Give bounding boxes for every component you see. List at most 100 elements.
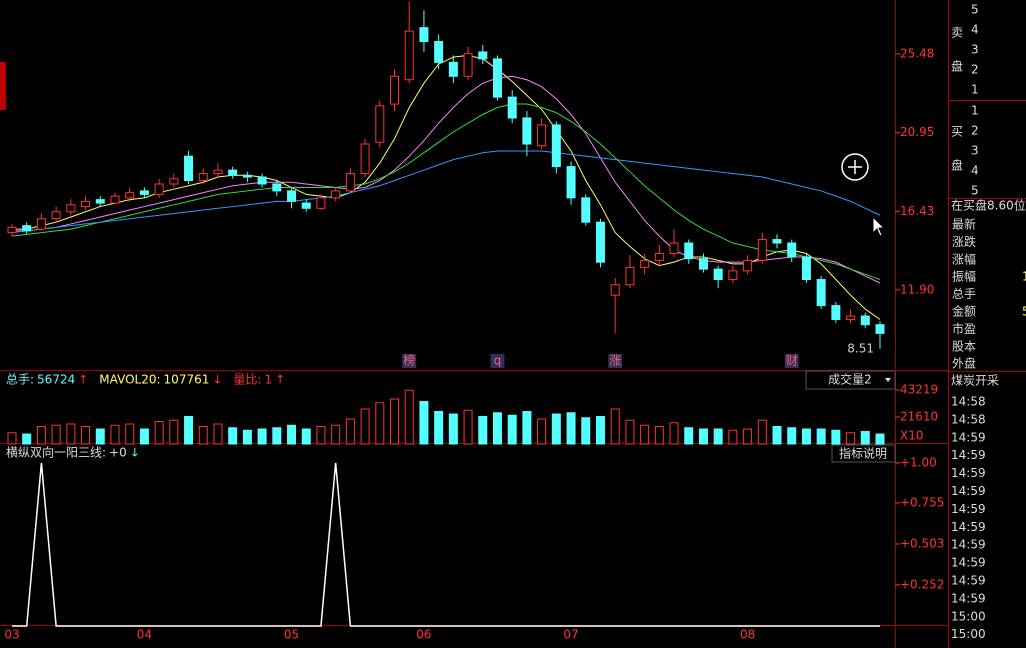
volume-selector[interactable] [805,370,896,390]
x-tick-label: 04 [137,628,152,642]
candle-body [22,225,32,232]
event-badge [490,354,505,368]
candle-body [81,200,91,208]
volume-bar [507,414,517,445]
trade-time: 15:00 [951,627,986,641]
volume-bar [198,426,208,445]
y-tick-label: 16.43 [900,204,934,218]
header-text: ↑ [275,373,285,387]
event-badge [784,354,799,368]
volume-bar [698,428,708,445]
candle-body [228,169,238,176]
quote-field: 涨幅 [952,251,976,266]
candle-body [537,124,547,147]
trade-time: 14:59 [951,574,986,588]
y-tick-label: +0.755 [900,495,944,509]
event-badge [608,354,623,368]
candle-body [654,252,664,261]
volume-bar [654,426,664,445]
volume-bar [7,432,17,445]
trade-time: 14:58 [951,412,986,426]
event-label: 涨 [609,353,621,368]
volume-bar [875,433,885,445]
volume-bar [640,424,650,445]
y-tick-label: 43219 [900,382,938,396]
volume-bar [537,418,547,445]
trade-time: 14:59 [951,591,986,605]
quote-field: 涨跌 [952,234,976,249]
book-label: 盘 [951,59,963,74]
header-text: MAVOL20: [99,373,160,387]
header-text: 横纵双向一阳三线: [6,445,106,460]
volume-bar [390,398,400,445]
volume-bar [522,411,532,445]
candle-body [125,192,135,199]
candle-body [331,190,341,199]
volume-bar [860,431,870,445]
event-label: q [494,354,502,368]
trade-time: 14:59 [951,484,986,498]
candle-body [375,105,385,143]
volume-bar [51,424,61,445]
book-level: 5 [971,3,979,17]
book-label: 买 [951,125,963,139]
volume-bar [228,427,238,445]
book-level: 3 [971,144,979,158]
book-level: 5 [971,184,979,198]
volume-bar [757,419,767,445]
candle-body [669,242,679,254]
volume-bar [551,413,561,445]
quote-field: 金额 [952,304,976,319]
book-level: 3 [971,43,979,57]
candle-body [728,270,738,281]
volume-bar [257,428,267,445]
quote-field: 振幅 [952,269,976,284]
x-tick-label: 06 [416,628,431,642]
book-level: 4 [971,23,979,37]
candle-body [507,96,517,119]
candle-body [434,41,444,63]
candle-body [242,174,252,178]
indicator-line [12,462,880,627]
candle-body [566,166,576,199]
quote-field: 总手 [952,287,976,301]
volume-bar [139,428,149,445]
book-level: 2 [971,63,979,77]
header-text: 107761 [164,373,210,387]
volume-bar [154,421,164,445]
trade-time: 14:59 [951,556,986,570]
candle-body [390,75,400,105]
volume-bar [22,433,32,445]
volume-bar [610,408,620,445]
candle-body [684,242,694,260]
candle-body [551,124,561,168]
header-text: 量比: [233,373,261,387]
trade-time: 14:59 [951,430,986,444]
event-label: 财 [786,354,798,368]
volume-bar [448,413,458,445]
ma-line [11,103,881,280]
candle-body [478,51,488,60]
quote-value: 1 [1022,270,1026,284]
book-status: 在买盘8.60位 [951,198,1026,213]
zoom-icon[interactable] [841,153,869,181]
candle-body [772,239,782,244]
trade-time: 14:59 [951,520,986,534]
volume-bar [81,426,91,445]
x-tick-label: 07 [563,628,578,642]
header-text: ↓ [212,373,222,387]
candle-body [287,190,297,202]
volume-bar [478,416,488,445]
volume-bar [66,423,76,445]
candle-body [36,218,46,230]
trade-time: 14:59 [951,448,986,462]
candle-body [875,324,885,334]
header-text: ↑ [78,373,88,387]
trade-time: 14:59 [951,466,986,480]
help-button[interactable] [831,444,896,463]
candle-body [419,27,429,43]
candle-body [757,239,767,261]
event-badge [402,354,417,368]
volume-bar [492,412,502,445]
